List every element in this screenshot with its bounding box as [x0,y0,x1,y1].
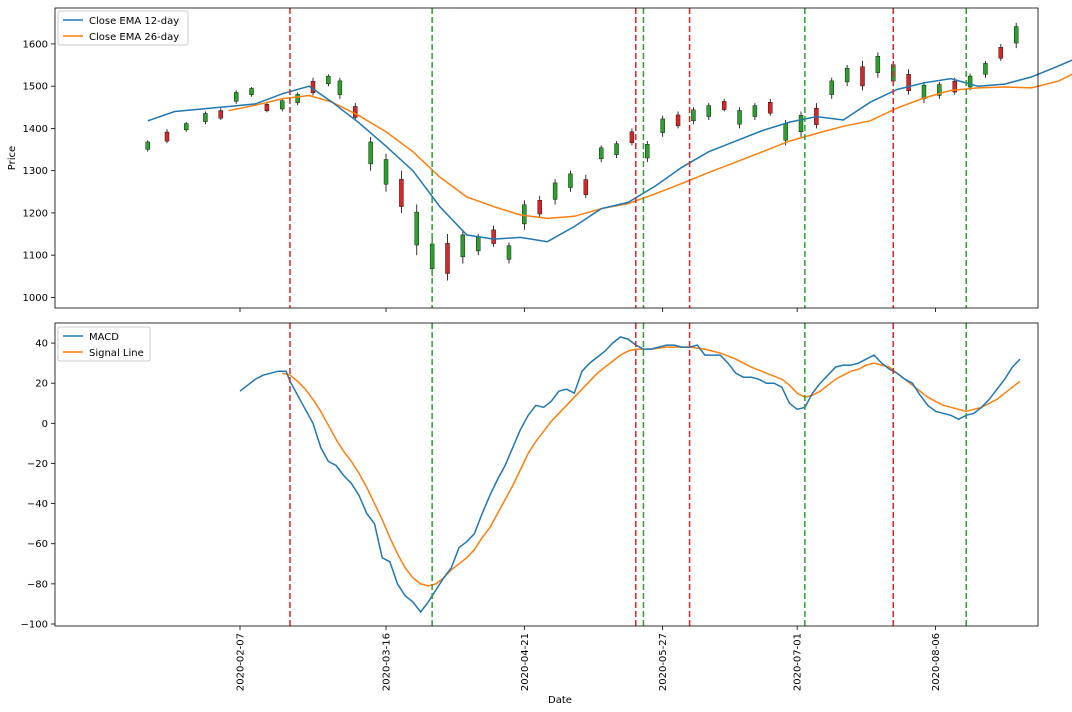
y-tick-label: 1300 [23,166,48,177]
x-tick-label: 2020-08-06 [931,633,942,691]
candle [368,136,373,171]
y-tick-label: 1100 [23,251,48,262]
candle [660,115,665,137]
legend-signal: Signal Line [89,348,144,359]
x-tick-label: 2020-02-07 [236,633,247,691]
macd-legend: MACD Signal Line [57,326,151,362]
candle [414,204,419,256]
candle [921,81,927,104]
signal-lines [289,323,967,626]
candle [752,103,758,120]
price-y-label: Price [7,146,18,170]
candle [583,174,589,199]
candle [768,98,773,116]
candle [937,81,942,99]
candle [295,92,300,106]
candle [998,43,1004,61]
macd-panel: −100 −80 −60 −40 −20 0 20 40 2020-02-07 2020-03-… [21,308,1039,706]
ema26-line [228,73,1072,220]
y-tick-label: 1500 [23,82,48,93]
candle [598,145,604,163]
x-tick-label: 2020-05-27 [658,633,669,691]
candle [829,77,834,99]
y-tick-label: 0 [42,419,48,430]
y-tick-label: 1600 [23,39,48,50]
y-tick-label: 20 [35,379,48,390]
macd-plot-frame [54,322,1039,627]
macd-y-axis: −100 −80 −60 −40 −20 0 20 40 [21,339,55,630]
y-tick-label: −20 [27,459,48,470]
macd-lines [239,336,1021,614]
candle [983,60,988,78]
x-tick-label: 2020-07-01 [793,633,804,691]
candle [460,229,466,264]
candle [860,60,865,91]
y-tick-label: −100 [21,619,48,630]
candle [506,242,512,264]
candle [629,128,635,146]
legend-ema12: Close EMA 12-day [89,16,179,27]
candle [552,179,558,205]
candle [737,107,742,129]
candle [445,234,450,281]
candle [952,77,957,95]
candle [1013,22,1019,49]
signal-lines [289,8,967,308]
y-tick-label: −80 [27,579,48,590]
candle [399,170,404,213]
candle [218,108,223,120]
candle [337,77,343,99]
legend-ema26: Close EMA 26-day [89,32,179,43]
candle [383,153,389,192]
candle [721,98,727,112]
price-plot-frame [54,7,1039,309]
price-panel: 1000 1100 1200 1300 1400 1500 1600 Price Close… [7,7,1072,309]
candle [691,107,696,125]
candle [280,98,285,112]
y-tick-label: −40 [27,499,48,510]
y-tick-label: 1400 [23,124,48,135]
candle [264,102,270,113]
y-tick-label: 40 [35,339,48,350]
x-tick-label: 2020-04-21 [520,633,531,691]
candle [326,74,331,87]
signal-line [282,346,1021,587]
macd-line [239,336,1021,614]
candle [675,111,681,129]
candle [203,111,208,125]
x-axis-label: Date [548,695,572,706]
y-tick-label: −60 [27,539,48,550]
candle [249,87,254,97]
legend-macd: MACD [89,332,119,343]
ema12-line [147,59,1072,243]
price-y-axis: 1000 1100 1200 1300 1400 1500 1600 [23,39,55,304]
candle [798,111,804,137]
price-legend: Close EMA 12-day Close EMA 26-day [57,10,189,46]
candle [614,141,619,158]
candle [568,170,573,192]
x-tick-label: 2020-03-16 [382,633,393,691]
x-axis: 2020-02-07 2020-03-16 2020-04-21 2020-05-27… [236,308,942,691]
candle [184,122,189,132]
candle [967,73,973,91]
candle [537,196,542,218]
candle [164,129,170,144]
candle [233,90,239,104]
candle [491,225,496,247]
candle [145,140,150,152]
candle [706,103,711,120]
candle [875,52,881,78]
candle [645,141,650,163]
ema-lines [147,59,1072,243]
y-tick-label: 1200 [23,208,48,219]
y-tick-label: 1000 [23,293,48,304]
candle [844,65,850,87]
candle [906,69,911,95]
